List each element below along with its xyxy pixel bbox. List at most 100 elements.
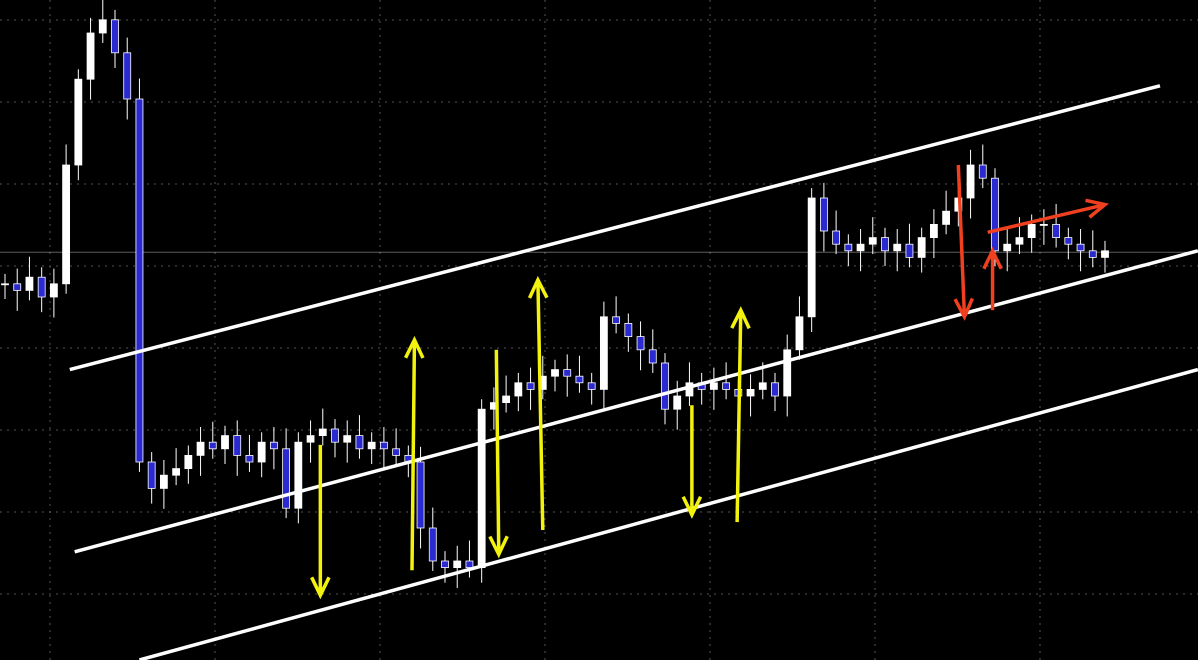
bull-candle — [367, 441, 376, 450]
channel-lines — [69, 84, 1198, 660]
bear-candle — [661, 362, 669, 410]
arrow-shaft — [987, 203, 1102, 235]
bull-candle — [477, 408, 486, 569]
bull-candle — [1003, 243, 1012, 252]
bear-candle — [123, 52, 132, 100]
bull-candle — [221, 435, 229, 450]
bear-candle — [844, 243, 853, 252]
bear-candle — [465, 560, 474, 568]
arrow — [953, 164, 975, 321]
arrow-head — [953, 297, 975, 321]
bear-candle — [392, 448, 401, 456]
arrow — [310, 444, 331, 600]
arrow — [488, 349, 509, 559]
bull-candle — [746, 388, 755, 397]
bear-candle — [1088, 250, 1097, 258]
arrow — [982, 246, 1003, 311]
bull-candle — [856, 243, 865, 252]
arrow — [681, 405, 703, 519]
bear-candle — [111, 19, 119, 54]
bull-candle — [758, 382, 767, 390]
arrow-head — [681, 496, 703, 519]
bear-candle — [355, 435, 364, 450]
bull-candle — [807, 197, 816, 318]
arrow — [730, 306, 751, 523]
bull-candle — [929, 223, 938, 238]
bear-candle — [575, 375, 584, 384]
bull-candle — [1, 283, 9, 286]
bear-candle — [416, 461, 425, 529]
bear-candle — [612, 316, 621, 324]
arrow-head — [730, 306, 751, 330]
bear-candle — [563, 369, 572, 377]
bull-candle — [599, 316, 608, 390]
arrow-shaft — [956, 164, 967, 313]
bear-candle — [819, 197, 828, 232]
bear-candle — [636, 336, 645, 351]
bear-candle — [587, 382, 596, 390]
arrow — [403, 335, 425, 571]
bull-candle — [343, 435, 352, 443]
bear-candle — [147, 461, 156, 489]
bear-candle — [771, 382, 779, 397]
bear-candle — [905, 243, 914, 258]
arrow-head — [527, 275, 549, 299]
bear-candle — [379, 441, 388, 450]
bull-candle — [453, 560, 462, 568]
bear-candle — [722, 382, 731, 390]
bear-candle — [978, 164, 987, 179]
arrow — [987, 198, 1109, 235]
bull-candle — [172, 468, 181, 476]
bull-candle — [673, 395, 682, 410]
bear-candle — [428, 527, 437, 562]
bear-candle — [648, 349, 657, 364]
bear-candle — [881, 237, 889, 252]
arrow-head — [1085, 198, 1109, 219]
arrow-head — [310, 576, 331, 600]
arrow-shaft — [494, 349, 501, 551]
bear-candle — [269, 441, 278, 450]
bull-candle — [1027, 223, 1036, 238]
bear-candle — [135, 98, 144, 463]
bull-candle — [306, 435, 315, 443]
bear-candle — [1076, 243, 1085, 252]
bull-candle — [184, 454, 193, 469]
arrow-head — [488, 535, 509, 559]
bull-candle — [917, 237, 926, 258]
bull-candle — [1039, 223, 1048, 226]
bear-candle — [441, 560, 449, 568]
bull-candle — [709, 382, 718, 390]
bear-candle — [624, 322, 633, 337]
bull-candle — [74, 78, 83, 166]
channel-line — [69, 84, 1161, 372]
candles — [1, 0, 1109, 589]
bear-candle — [832, 230, 841, 245]
bull-candle — [49, 283, 58, 298]
arrow-shaft — [536, 283, 545, 531]
bull-candle — [257, 441, 266, 463]
bull-candle — [62, 164, 71, 285]
bull-candle — [551, 369, 559, 377]
arrow-head — [403, 335, 425, 359]
bull-candle — [1015, 237, 1024, 245]
arrow-shaft — [735, 314, 743, 523]
bear-candle — [245, 454, 254, 463]
bull-candle — [783, 349, 792, 397]
arrow-head — [982, 246, 1003, 270]
bear-candle — [991, 177, 999, 252]
bear-candle — [1064, 237, 1073, 245]
bull-candle — [514, 382, 523, 397]
bull-candle — [502, 395, 511, 403]
bull-candle — [966, 164, 975, 199]
bull-candle — [86, 32, 95, 80]
bear-candle — [526, 382, 535, 390]
bull-candle — [25, 276, 34, 291]
channel-line — [74, 249, 1198, 554]
bull-candle — [294, 441, 303, 509]
bear-candle — [233, 435, 242, 456]
bull-candle — [318, 428, 327, 436]
bull-candle — [159, 474, 168, 489]
bull-candle — [196, 441, 205, 456]
bear-candle — [1052, 223, 1061, 238]
